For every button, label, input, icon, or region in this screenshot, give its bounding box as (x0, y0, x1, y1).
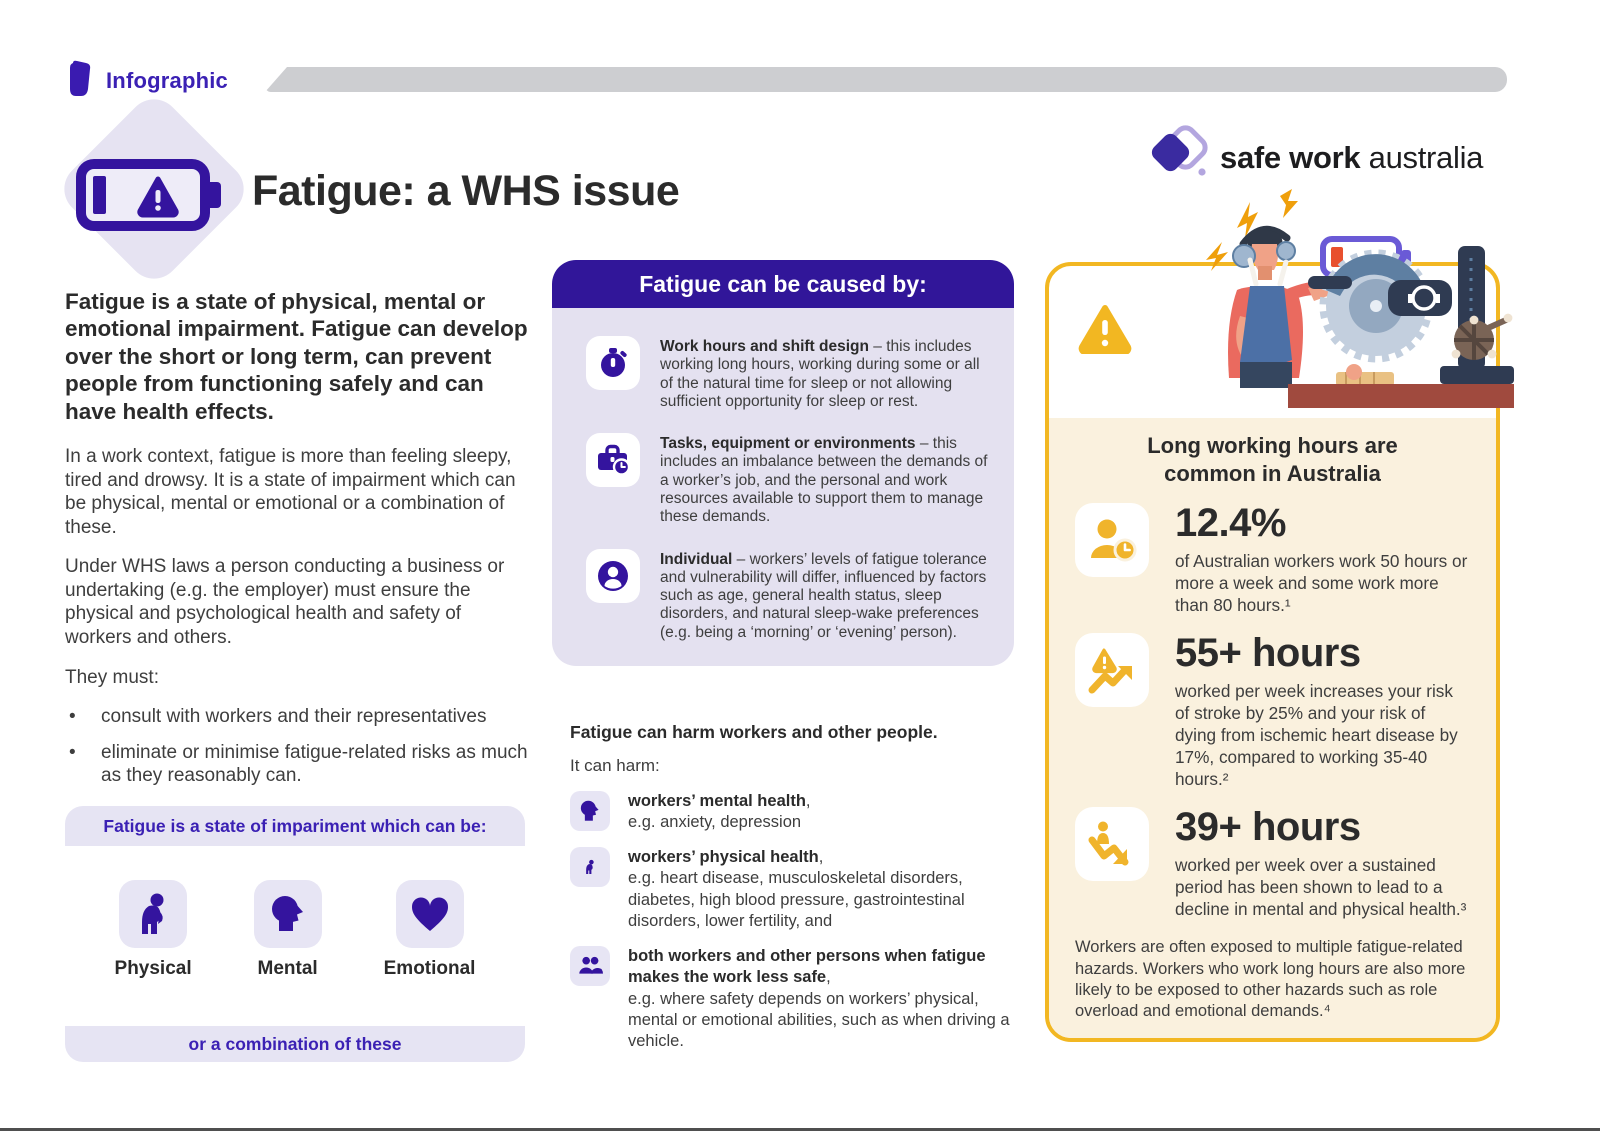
stat-39-hours: 39+ hours worked per week over a sustain… (1075, 807, 1470, 920)
cause-item-individual: Individual – workers’ levels of fatigue … (586, 548, 992, 642)
impairment-label: Emotional (383, 958, 476, 979)
stat-description: worked per week over a sustained period … (1175, 855, 1467, 920)
stat-content: 12.4% of Australian workers work 50 hour… (1175, 503, 1470, 616)
harm-text: workers’ mental health, e.g. anxiety, de… (628, 791, 811, 834)
intro-copy: Fatigue is a state of physical, mental o… (65, 288, 531, 800)
harm-example: e.g. where safety depends on workers’ ph… (628, 989, 1010, 1051)
impairment-box-body: Physical Mental Emotiona (65, 846, 525, 1026)
safe-work-australia-logo: safe work australia (1146, 124, 1483, 191)
head-icon (253, 880, 322, 948)
person-clock-icon (1075, 503, 1149, 577)
impairment-item-mental: Mental (253, 880, 322, 1026)
stat-content: 39+ hours worked per week over a sustain… (1175, 807, 1470, 920)
impairment-item-emotional: Emotional (383, 880, 476, 1026)
cause-item-work-hours: Work hours and shift design – this inclu… (586, 336, 992, 411)
stat-value: 12.4% (1175, 501, 1286, 545)
harm-example: e.g. anxiety, depression (628, 813, 802, 832)
harm-item-mental: workers’ mental health, e.g. anxiety, de… (570, 791, 1025, 834)
cause-item-tasks-equipment: Tasks, equipment or environments – this … (586, 433, 992, 526)
intro-paragraph-3: They must: (65, 666, 159, 688)
stopwatch-icon (586, 336, 640, 390)
harm-item-physical: workers’ physical health, e.g. heart dis… (570, 846, 1025, 933)
impairment-label: Mental (257, 958, 318, 979)
worker-saw-illustration (1140, 188, 1520, 425)
long-hours-card: Long working hours are common in Austral… (1045, 262, 1500, 1042)
causes-panel-header: Fatigue can be caused by: (552, 260, 1014, 308)
page-bottom-rule (0, 1128, 1600, 1131)
harm-item-others: both workers and other persons when fati… (570, 945, 1025, 1053)
must-list: consult with workers and their represent… (65, 705, 531, 788)
stat-value: 39+ hours (1175, 805, 1361, 850)
must-item: consult with workers and their represent… (65, 705, 531, 729)
impairment-box-footer: or a combination of these (188, 1033, 402, 1054)
harm-heading: Fatigue can harm workers and other peopl… (570, 722, 938, 742)
stat-55-hours: 55+ hours worked per week increases your… (1075, 633, 1470, 790)
page-title: Fatigue: a WHS issue (252, 167, 680, 215)
briefcase-clock-icon (586, 433, 640, 488)
intro-paragraph-2: Under WHS laws a person conducting a bus… (65, 556, 505, 649)
intro-lead: Fatigue is a state of physical, mental o… (65, 289, 528, 424)
causes-panel-body: Work hours and shift design – this inclu… (552, 308, 1014, 666)
logo-diamonds-icon (1146, 124, 1210, 191)
impairment-item-physical: Physical (115, 880, 192, 1026)
heart-icon (395, 880, 464, 948)
logo-wordmark: safe work australia (1220, 139, 1484, 175)
tired-person-icon (119, 880, 188, 948)
must-item: eliminate or minimise fatigue-related ri… (65, 741, 531, 788)
cause-text: Work hours and shift design – this inclu… (660, 338, 980, 410)
cause-text: Tasks, equipment or environments – this … (660, 435, 988, 526)
harm-text: both workers and other persons when fati… (628, 946, 1025, 1053)
intro-paragraph-1: In a work context, fatigue is more than … (65, 446, 516, 538)
standing-person-icon (570, 846, 610, 887)
person-circle-icon (586, 548, 640, 603)
two-people-icon (570, 945, 610, 986)
harm-section: Fatigue can harm workers and other peopl… (570, 722, 1025, 1066)
stat-12-4-percent: 12.4% of Australian workers work 50 hour… (1075, 503, 1470, 616)
head-icon (570, 791, 610, 831)
low-battery-warning-icon (76, 157, 226, 237)
hazards-footnote: Workers are often exposed to multiple fa… (1075, 938, 1466, 1021)
infographic-label: Infographic (106, 68, 228, 93)
stat-description: of Australian workers work 50 hours or m… (1175, 551, 1468, 616)
harm-example: e.g. heart disease, musculoskeletal diso… (628, 869, 965, 931)
long-hours-heading: Long working hours are common in Austral… (1147, 433, 1398, 486)
harm-text: workers’ physical health, e.g. heart dis… (628, 847, 1025, 933)
harm-subheading: It can harm: (570, 756, 660, 775)
cause-text: Individual – workers’ levels of fatigue … (660, 550, 987, 641)
person-decline-icon (1075, 807, 1149, 882)
stat-value: 55+ hours (1175, 631, 1361, 676)
blob-icon (64, 60, 92, 102)
top-divider-bar (265, 67, 1507, 92)
stat-description: worked per week increases your risk of s… (1175, 681, 1458, 790)
infographic-tag: Infographic (64, 60, 228, 102)
warning-triangle-icon (1077, 302, 1133, 359)
warning-trend-up-icon (1075, 633, 1149, 708)
stat-content: 55+ hours worked per week increases your… (1175, 633, 1470, 790)
impairment-box: Fatigue is a state of impariment which c… (65, 806, 525, 1062)
impairment-box-header: Fatigue is a state of impariment which c… (103, 815, 487, 836)
impairment-label: Physical (114, 958, 192, 979)
long-hours-card-body: Long working hours are common in Austral… (1049, 418, 1496, 1038)
causes-panel: Fatigue can be caused by: Work hours and… (552, 260, 1014, 666)
